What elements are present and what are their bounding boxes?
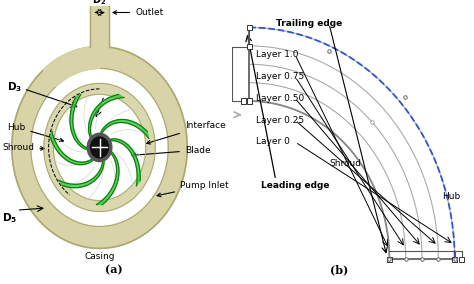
Bar bbox=[387, 256, 392, 262]
Text: (b): (b) bbox=[329, 265, 348, 275]
Text: Shroud: Shroud bbox=[329, 159, 361, 168]
Text: Layer 0.75: Layer 0.75 bbox=[256, 72, 305, 81]
Text: Outlet: Outlet bbox=[113, 8, 164, 17]
Polygon shape bbox=[110, 139, 140, 186]
Bar bbox=[247, 98, 252, 104]
Polygon shape bbox=[44, 83, 155, 212]
Text: Blade: Blade bbox=[132, 146, 210, 157]
Circle shape bbox=[87, 133, 112, 162]
Polygon shape bbox=[70, 94, 87, 149]
Circle shape bbox=[91, 137, 109, 158]
Polygon shape bbox=[44, 47, 100, 87]
Polygon shape bbox=[50, 131, 93, 165]
Text: Layer 0: Layer 0 bbox=[256, 137, 290, 147]
Text: Pump Inlet: Pump Inlet bbox=[157, 181, 229, 197]
Bar bbox=[459, 256, 465, 262]
Text: Layer 1.0: Layer 1.0 bbox=[256, 50, 299, 59]
Polygon shape bbox=[59, 162, 104, 188]
Polygon shape bbox=[12, 47, 187, 248]
Text: Shroud: Shroud bbox=[2, 143, 44, 152]
Text: Layer 0.50: Layer 0.50 bbox=[256, 94, 305, 103]
Bar bbox=[452, 256, 457, 262]
Bar bbox=[247, 44, 252, 49]
Polygon shape bbox=[90, 6, 109, 47]
Bar bbox=[247, 25, 252, 30]
Text: Trailing edge: Trailing edge bbox=[276, 19, 342, 28]
Bar bbox=[241, 98, 246, 104]
Text: $\mathbf{D_2}$: $\mathbf{D_2}$ bbox=[92, 0, 107, 7]
Text: (a): (a) bbox=[105, 265, 123, 275]
Text: Layer 0.25: Layer 0.25 bbox=[256, 116, 305, 125]
Polygon shape bbox=[96, 152, 119, 204]
Polygon shape bbox=[100, 120, 149, 138]
Text: $\mathbf{D_5}$: $\mathbf{D_5}$ bbox=[2, 212, 17, 225]
Text: Leading edge: Leading edge bbox=[261, 181, 330, 190]
Text: Casing: Casing bbox=[84, 252, 115, 261]
Text: $\mathbf{D_3}$: $\mathbf{D_3}$ bbox=[7, 81, 22, 94]
Text: Interface: Interface bbox=[146, 121, 226, 144]
Text: Hub: Hub bbox=[443, 192, 461, 201]
Text: Hub: Hub bbox=[7, 122, 64, 142]
Polygon shape bbox=[89, 95, 124, 137]
